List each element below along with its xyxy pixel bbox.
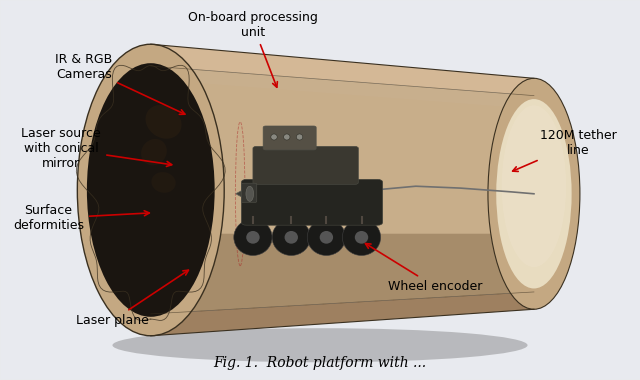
FancyBboxPatch shape bbox=[241, 183, 257, 203]
Text: 120M tether
line: 120M tether line bbox=[513, 129, 617, 171]
Text: Surface
deformities: Surface deformities bbox=[13, 204, 149, 233]
Ellipse shape bbox=[145, 105, 182, 139]
Text: Fig. 1.  Robot platform with ...: Fig. 1. Robot platform with ... bbox=[213, 356, 427, 370]
Text: Laser plane: Laser plane bbox=[76, 270, 188, 327]
Ellipse shape bbox=[488, 78, 580, 309]
Ellipse shape bbox=[342, 219, 381, 255]
Text: Wheel encoder: Wheel encoder bbox=[365, 244, 482, 293]
Ellipse shape bbox=[87, 63, 214, 317]
Ellipse shape bbox=[320, 231, 333, 244]
Ellipse shape bbox=[285, 231, 298, 244]
Ellipse shape bbox=[141, 139, 167, 165]
Polygon shape bbox=[151, 292, 534, 336]
FancyBboxPatch shape bbox=[253, 146, 358, 184]
Ellipse shape bbox=[502, 105, 566, 267]
Polygon shape bbox=[151, 228, 534, 314]
Polygon shape bbox=[151, 66, 534, 109]
Ellipse shape bbox=[355, 231, 368, 244]
Text: Laser source
with conical
mirror: Laser source with conical mirror bbox=[22, 127, 172, 170]
FancyBboxPatch shape bbox=[241, 179, 383, 225]
FancyBboxPatch shape bbox=[263, 126, 316, 150]
Ellipse shape bbox=[151, 172, 176, 193]
Ellipse shape bbox=[272, 219, 310, 255]
Polygon shape bbox=[151, 66, 534, 314]
Ellipse shape bbox=[307, 219, 346, 255]
Text: On-board processing
unit: On-board processing unit bbox=[188, 11, 318, 87]
Ellipse shape bbox=[113, 328, 527, 362]
Ellipse shape bbox=[234, 219, 272, 255]
Ellipse shape bbox=[77, 44, 224, 336]
Ellipse shape bbox=[271, 134, 277, 140]
Ellipse shape bbox=[284, 134, 290, 140]
Ellipse shape bbox=[496, 99, 572, 288]
Polygon shape bbox=[151, 44, 534, 96]
Ellipse shape bbox=[246, 186, 253, 201]
Text: IR & RGB
Cameras: IR & RGB Cameras bbox=[55, 53, 185, 114]
Ellipse shape bbox=[246, 231, 260, 244]
Polygon shape bbox=[236, 186, 250, 201]
Ellipse shape bbox=[296, 134, 303, 140]
